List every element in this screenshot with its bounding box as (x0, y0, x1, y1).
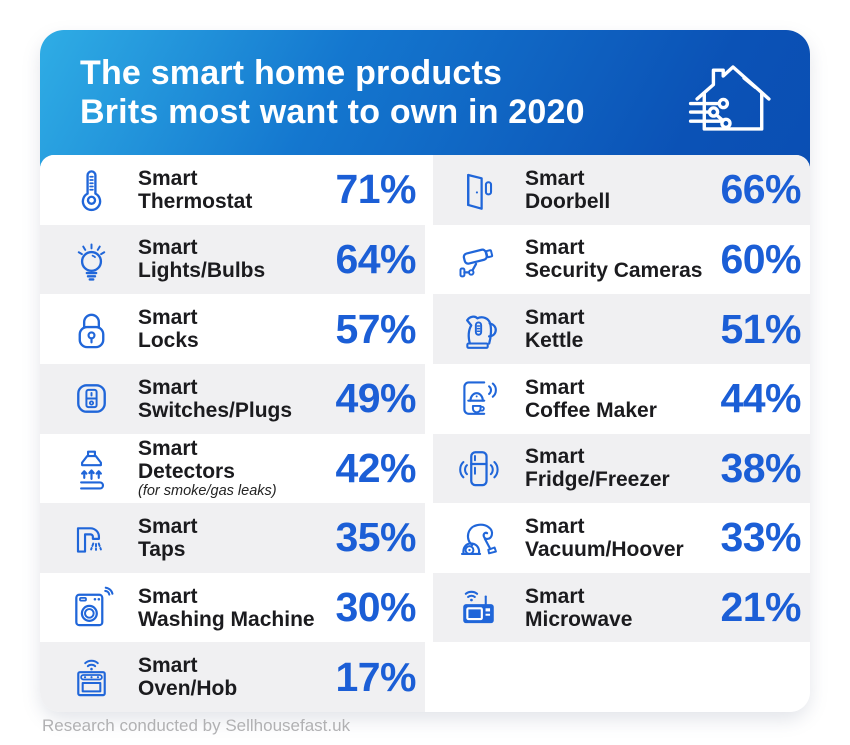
product-label: Smart Fridge/Freezer (525, 445, 670, 492)
product-label: Smart Doorbell (525, 166, 611, 213)
product-label: Smart Kettle (525, 306, 585, 353)
row-smart-microwave: Smart Microwave 21% (433, 572, 810, 643)
product-label: Smart Washing Machine (138, 584, 315, 631)
vacuum-icon (451, 511, 505, 565)
thermostat-icon (64, 163, 118, 217)
product-value: 57% (335, 305, 416, 352)
product-value: 64% (335, 235, 416, 282)
product-label: Smart Detectors (for smoke/gas leaks) (138, 437, 277, 500)
product-label: Smart Vacuum/Hoover (525, 514, 684, 561)
row-smart-detectors: Smart Detectors (for smoke/gas leaks) 42… (40, 433, 425, 504)
product-label: Smart Lights/Bulbs (138, 236, 266, 283)
product-grid: Smart Thermostat 71% Smart Lights/Bul (40, 155, 810, 712)
title-line-1: The smart home products (80, 53, 503, 92)
light-bulb-icon (64, 232, 118, 286)
doorbell-icon (451, 163, 505, 217)
product-value: 71% (335, 166, 416, 213)
header: The smart home products Brits most want … (40, 30, 810, 155)
row-smart-taps: Smart Taps 35% (40, 503, 425, 573)
product-value: 44% (720, 375, 801, 422)
row-smart-switches-plugs: Smart Switches/Plugs 49% (40, 363, 425, 434)
kettle-icon (451, 302, 505, 356)
row-smart-doorbell: Smart Doorbell 66% (433, 155, 810, 225)
product-value: 51% (720, 305, 801, 352)
product-value: 30% (335, 584, 416, 631)
row-smart-lights-bulbs: Smart Lights/Bulbs 64% (40, 224, 425, 295)
product-label: Smart Taps (138, 514, 198, 561)
fridge-icon (451, 441, 505, 495)
row-smart-coffee-maker: Smart Coffee Maker 44% (433, 363, 810, 434)
product-label: Smart Coffee Maker (525, 375, 657, 422)
security-camera-icon (451, 232, 505, 286)
title-line-2: Brits most want to own in 2020 (80, 92, 585, 131)
microwave-icon (451, 581, 505, 635)
row-smart-kettle: Smart Kettle 51% (433, 294, 810, 364)
column-right: Smart Doorbell 66% (433, 155, 810, 712)
coffee-maker-icon (451, 372, 505, 426)
product-note: (for smoke/gas leaks) (138, 483, 277, 500)
row-smart-thermostat: Smart Thermostat 71% (40, 155, 425, 225)
product-label: Smart Switches/Plugs (138, 375, 293, 422)
page-title: The smart home products Brits most want … (80, 54, 585, 132)
product-value: 33% (720, 514, 801, 561)
row-smart-security-cameras: Smart Security Cameras 60% (433, 224, 810, 295)
detector-icon (64, 441, 118, 495)
smart-home-house-icon (686, 50, 780, 144)
product-value: 66% (720, 166, 801, 213)
product-value: 38% (720, 444, 801, 491)
oven-icon (64, 650, 118, 704)
row-smart-vacuum-hoover: Smart Vacuum/Hoover 33% (433, 503, 810, 573)
product-value: 49% (335, 375, 416, 422)
tap-icon (64, 511, 118, 565)
product-value: 21% (720, 584, 801, 631)
product-label: Smart Thermostat (138, 166, 253, 213)
row-smart-washing-machine: Smart Washing Machine 30% (40, 572, 425, 643)
product-value: 42% (335, 444, 416, 491)
row-smart-fridge-freezer: Smart Fridge/Freezer 38% (433, 433, 810, 504)
infographic-card: The smart home products Brits most want … (40, 30, 810, 712)
product-label: Smart Microwave (525, 584, 633, 631)
row-smart-oven-hob: Smart Oven/Hob 17% (40, 642, 425, 712)
product-value: 35% (335, 514, 416, 561)
product-label: Smart Locks (138, 306, 199, 353)
product-value: 17% (335, 653, 416, 700)
product-label: Smart Oven/Hob (138, 654, 238, 701)
column-left: Smart Thermostat 71% Smart Lights/Bul (40, 155, 425, 712)
row-empty (433, 642, 810, 712)
product-label: Smart Security Cameras (525, 236, 703, 283)
lock-icon (64, 302, 118, 356)
row-smart-locks: Smart Locks 57% (40, 294, 425, 364)
washing-machine-icon (64, 581, 118, 635)
product-value: 60% (720, 235, 801, 282)
source-attribution: Research conducted by Sellhousefast.uk (42, 716, 351, 735)
switch-plug-icon (64, 372, 118, 426)
